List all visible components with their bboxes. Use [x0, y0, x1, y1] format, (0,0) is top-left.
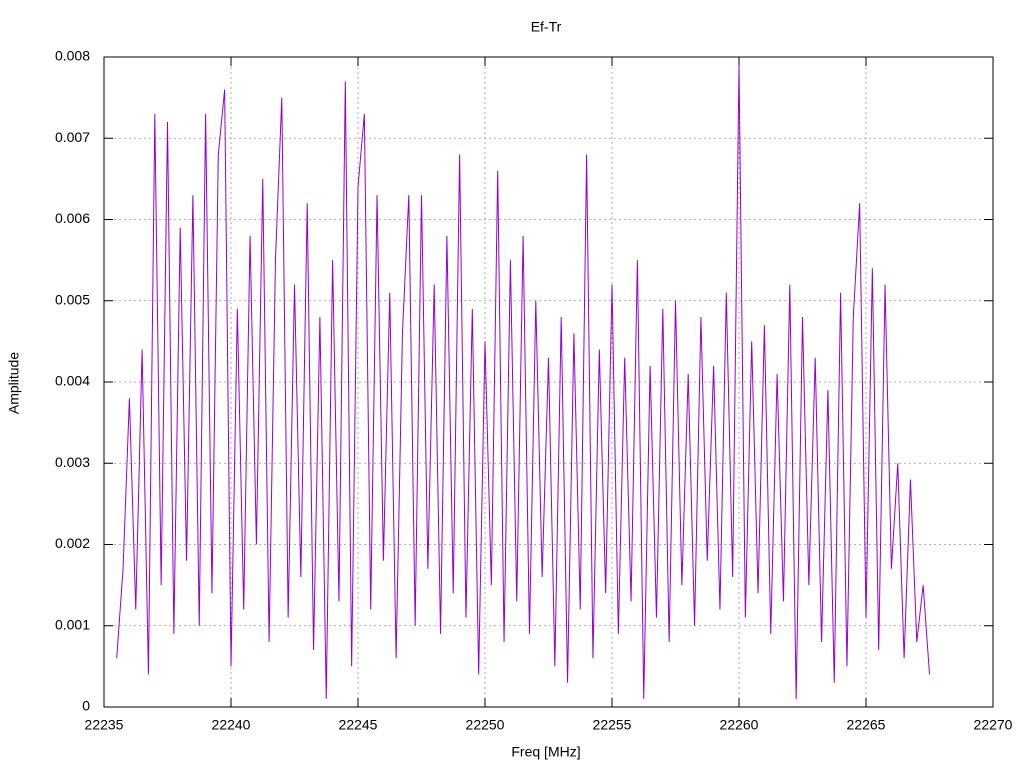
y-tick-label: 0.005 [55, 291, 90, 307]
y-tick-label: 0 [82, 698, 90, 714]
x-tick-label: 22235 [85, 717, 124, 733]
y-tick-label: 0.006 [55, 210, 90, 226]
x-axis-label: Freq [MHz] [511, 744, 580, 760]
chart-title: Ef-Tr [531, 19, 562, 35]
x-tick-label: 22250 [466, 717, 505, 733]
x-tick-label: 22260 [720, 717, 759, 733]
data-line [116, 65, 930, 699]
x-tick-label: 22240 [212, 717, 251, 733]
y-tick-label: 0.007 [55, 129, 90, 145]
y-tick-label: 0.008 [55, 48, 90, 64]
y-axis-label: Amplitude [6, 352, 22, 414]
y-tick-label: 0.004 [55, 373, 90, 389]
plot-frame [103, 56, 994, 708]
x-tick-label: 22255 [593, 717, 632, 733]
y-tick-label: 0.003 [55, 454, 90, 470]
x-tick-label: 22265 [847, 717, 886, 733]
y-tick-label: 0.002 [55, 535, 90, 551]
x-tick-label: 22245 [339, 717, 378, 733]
y-tick-label: 0.001 [55, 616, 90, 632]
x-tick-label: 22270 [974, 717, 1013, 733]
